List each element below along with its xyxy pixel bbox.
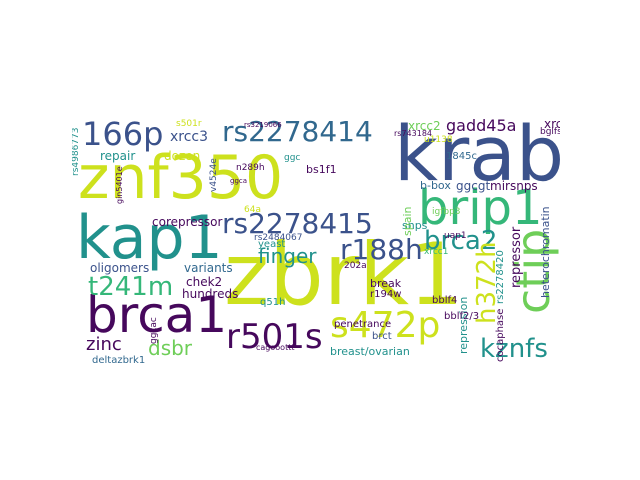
word-u1138: u1138 (424, 135, 453, 145)
word-ggc: ggc (284, 153, 301, 163)
word-1845c: 1845c (446, 151, 477, 162)
word-dozen: dozen (164, 149, 201, 163)
word-bs1f1: bs1f1 (306, 163, 337, 176)
word-r188h: r188h (340, 233, 423, 266)
word-variants: variants (184, 261, 233, 275)
word-ggcac: ggcac (149, 317, 159, 344)
word-repression: repression (457, 296, 470, 354)
word-t241m: t241m (88, 272, 174, 302)
word-brct: brct (372, 331, 392, 342)
word-chek2: chek2 (186, 275, 223, 289)
word-n289h: n289h (236, 163, 265, 173)
word-uap1: uap1 (444, 231, 467, 241)
word-rs4986773: rs4986773 (72, 127, 81, 176)
word-brca1: brca1 (86, 286, 228, 344)
word-znf350: znf350 (78, 143, 284, 213)
word-rs2278414: rs2278414 (222, 115, 373, 148)
word-xrcc4: xrcc4 (544, 117, 560, 131)
word-repressor: repressor (509, 226, 524, 288)
word-s472p: s472p (330, 305, 441, 346)
word-cloud: znf350 zbrk1 krab kap1 brca1 brip1 ctip … (72, 112, 560, 370)
word-ggcgt: ggcgt (456, 179, 491, 193)
word-ggca: ggca (230, 177, 248, 185)
word-rs2278420: rs2278420 (495, 250, 506, 304)
word-q51h: q51h (260, 297, 286, 308)
word-v4524e: v4524e (209, 158, 219, 192)
word-heterochromatin: heterochromatin (539, 206, 552, 298)
word-xrcc3: xrcc3 (170, 129, 209, 145)
word-202a: 202a (344, 261, 367, 271)
word-gin5401e: gin5401e (115, 166, 124, 204)
word-deltazbrk1: deltazbrk1 (92, 355, 146, 366)
word-64a: 64a (244, 205, 261, 215)
word-rs3219066: rs3219066 (244, 121, 282, 129)
word-finger: finger (258, 244, 317, 268)
word-cagooottt: cagooottt (256, 343, 295, 352)
word-krab: krab (394, 112, 560, 198)
word-penetrance: penetrance (334, 319, 392, 330)
word-snps: snps (402, 219, 428, 232)
word-repair: repair (100, 149, 136, 163)
word-bblf2-3: bblf2/3 (444, 311, 480, 322)
word-hundreds: hundreds (182, 287, 239, 301)
word-s501r: s501r (176, 119, 202, 129)
word-kznfs: kznfs (480, 334, 548, 364)
word-r194w: r194w (370, 289, 402, 300)
word-yeast: yeast (258, 239, 286, 250)
word-rs743184: rs743184 (394, 129, 432, 138)
word-kap1: kap1 (76, 203, 223, 273)
word-xrcc2: xrcc2 (408, 119, 441, 133)
word-166p: 166p (82, 115, 164, 153)
word-rs2484067: rs2484067 (254, 233, 303, 243)
word-bblf4: bblf4 (432, 295, 458, 306)
word-spain: spain (401, 206, 414, 236)
word-dsbr: dsbr (148, 336, 193, 360)
word-rs2278415: rs2278415 (222, 207, 373, 240)
word-xrcc1: xrcc1 (424, 247, 449, 257)
word-mirsnps: mirsnps (490, 179, 538, 193)
word-bglfs: bglfs (540, 127, 560, 137)
word-break: break (370, 277, 402, 290)
word-breast-ovarian: breast/ovarian (330, 345, 410, 358)
word-b-box: b-box (420, 179, 451, 192)
word-zbrk1: zbrk1 (224, 225, 464, 325)
word-brca2: brca2 (424, 226, 498, 256)
word-igfbp3: igfbp3 (432, 207, 461, 217)
word-cocaphase: cocaphase (495, 308, 506, 362)
word-r501s: r501s (226, 317, 323, 357)
word-brip1: brip1 (418, 180, 543, 236)
word-gadd45a: gadd45a (446, 116, 517, 135)
word-oligomers: oligomers (90, 261, 150, 275)
word-zinc: zinc (86, 334, 122, 355)
word-corepressor: corepressor (152, 215, 223, 229)
